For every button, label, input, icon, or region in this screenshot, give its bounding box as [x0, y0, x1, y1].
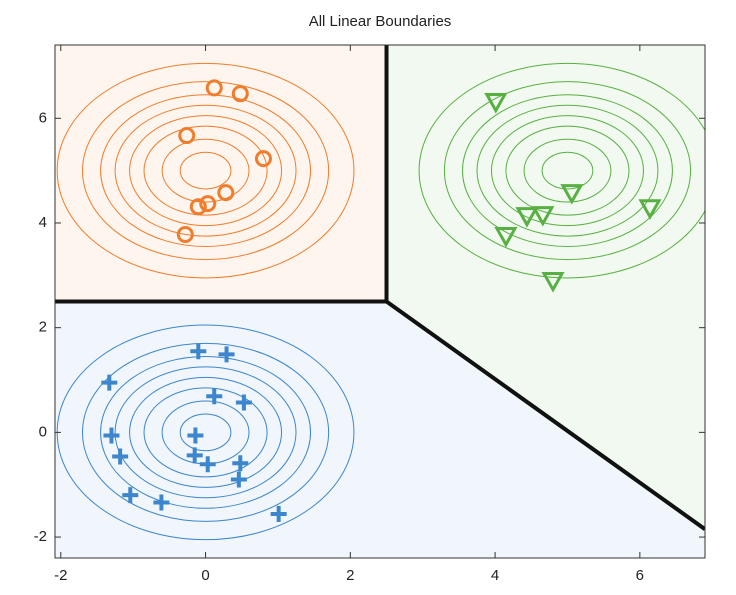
contour [476, 104, 659, 237]
point [232, 455, 249, 472]
contour [56, 62, 355, 279]
point [515, 207, 539, 228]
point [541, 272, 565, 293]
point [494, 227, 518, 248]
contour [82, 81, 330, 261]
chart-title: All Linear Boundaries [309, 13, 452, 30]
contour [179, 413, 232, 452]
point [254, 150, 272, 168]
contour [462, 94, 673, 248]
contour [114, 104, 297, 237]
y-tick-label: 4 [39, 214, 47, 231]
point [218, 346, 235, 363]
x-tick-label: 6 [636, 567, 644, 584]
contour [100, 94, 312, 248]
point [153, 494, 170, 511]
y-tick-label: 2 [39, 319, 47, 336]
contour [179, 151, 232, 190]
contour [129, 115, 283, 227]
point [103, 427, 120, 444]
point [531, 206, 555, 227]
point [187, 427, 204, 444]
contour [443, 81, 692, 261]
contour [143, 387, 268, 478]
region [386, 45, 705, 530]
point [190, 343, 207, 360]
point [230, 471, 247, 488]
point [217, 184, 235, 202]
y-tick-label: 6 [39, 109, 47, 126]
contour [505, 125, 630, 216]
point [231, 85, 249, 103]
decision-boundary [385, 299, 705, 531]
contour [523, 138, 612, 203]
point [270, 506, 287, 523]
point [206, 388, 223, 405]
point [199, 456, 216, 473]
point [189, 198, 207, 216]
point [178, 127, 196, 145]
x-tick-label: 4 [491, 567, 499, 584]
point [638, 199, 662, 220]
point [235, 394, 252, 411]
x-tick-label: 0 [201, 567, 209, 584]
x-tick-label: -2 [54, 567, 67, 584]
contour [100, 355, 312, 509]
point [176, 225, 194, 243]
x-tick-label: 2 [346, 567, 354, 584]
point [122, 487, 139, 504]
contour [541, 151, 594, 190]
point [560, 184, 584, 205]
contour [490, 115, 644, 227]
point [101, 374, 118, 391]
region [55, 45, 387, 302]
contour [114, 366, 297, 499]
contour [82, 342, 330, 522]
contour [418, 62, 705, 279]
contour [161, 138, 250, 203]
plot-area [55, 45, 705, 558]
point [199, 195, 217, 213]
y-tick-label: 0 [39, 423, 47, 440]
contour [129, 376, 283, 488]
contour [143, 125, 268, 216]
axes-frame [54, 44, 706, 559]
point [112, 448, 129, 465]
point [205, 79, 223, 97]
region [55, 301, 705, 558]
point [484, 93, 508, 114]
point [186, 447, 203, 464]
y-tick-label: -2 [34, 528, 47, 545]
